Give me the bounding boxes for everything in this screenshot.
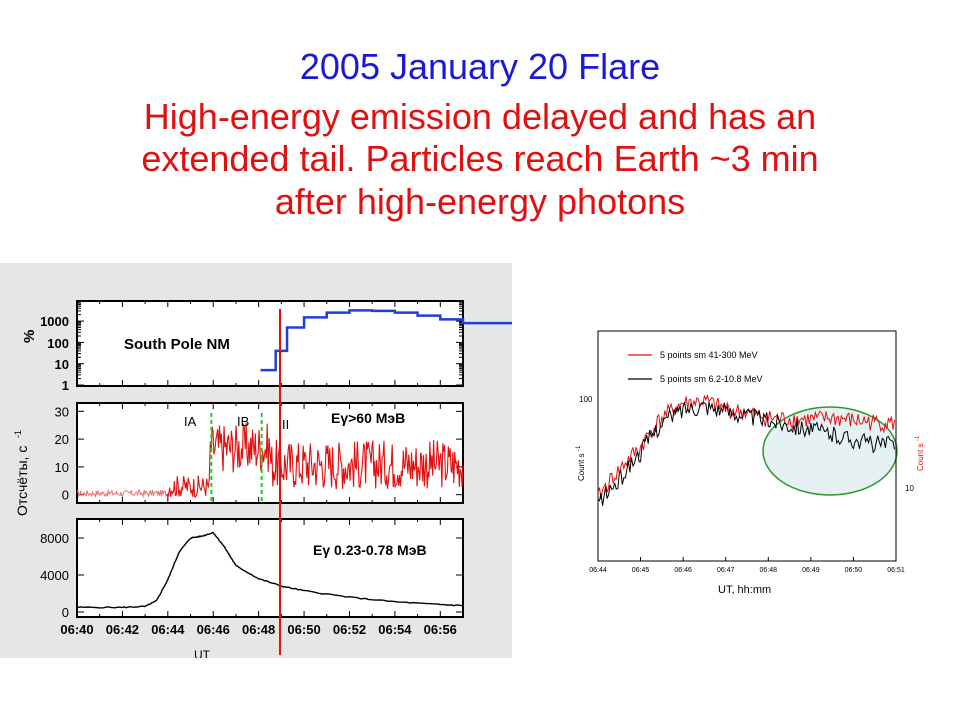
r-x-tick-label: 06:51 <box>887 567 905 574</box>
r-y-label-left: Count s -1 <box>576 445 586 481</box>
nm-y-ticks: 1 10 100 1000 <box>40 301 463 393</box>
gh-y-tick-label: 10 <box>55 460 69 475</box>
r-x-tick-label: 06:44 <box>589 567 607 574</box>
gh-series-line-pre <box>76 489 168 499</box>
r-x-tick-label: 06:45 <box>632 567 650 574</box>
gl-x-tick-label: 06:48 <box>242 622 275 637</box>
r-x-tick-label: 06:49 <box>802 567 820 574</box>
gh-y-ticks: 0 10 20 30 <box>55 404 463 503</box>
gh-series-group <box>76 423 464 499</box>
gl-x-label: UT <box>194 648 211 658</box>
r-x-tick-label: 06:47 <box>717 567 735 574</box>
panel-neutron-frame <box>76 300 464 387</box>
phase-label-ii: II <box>282 417 289 432</box>
gh-y-label-text: Отсчёты, с <box>14 446 30 516</box>
gl-x-ticks: 06:40 06:42 06:44 06:46 06:48 06:50 06:52 06:54… <box>60 519 464 637</box>
title-line-1: 2005 January 20 Flare <box>299 46 661 87</box>
gl-x-tick-label: 06:40 <box>60 622 93 637</box>
gl-y-ticks: 0 4000 8000 <box>40 531 463 620</box>
r-y-label-right-sup: -1 <box>915 435 921 441</box>
gh-y-label-sup: -1 <box>13 430 23 438</box>
r-y-label-left-sup: -1 <box>576 445 582 451</box>
r-y-label-right-text: Count s <box>916 443 925 471</box>
gl-y-tick-label: 0 <box>62 605 69 620</box>
r-y-tick-right: 10 <box>905 484 914 493</box>
gl-series-line <box>76 531 464 609</box>
panel-gamma-low: 0 4000 8000 06:40 06:42 06:44 06:46 06:48 06:50… <box>40 518 464 658</box>
nm-y-label: % <box>21 330 38 343</box>
gh-y-label: Отсчёты, с -1 <box>13 430 30 516</box>
gl-x-tick-label: 06:56 <box>424 622 457 637</box>
r-series-line-1 <box>597 401 895 506</box>
r-x-tick-label: 06:50 <box>845 567 863 574</box>
r-x-tick-label: 06:46 <box>674 567 692 574</box>
nm-y-tick-label: 1000 <box>40 314 69 329</box>
r-y-tick-left: 100 <box>579 395 593 404</box>
left-figure: 1 10 100 1000 South Pole NM % 0 10 20 30 Eγ>60… <box>0 263 512 658</box>
gl-y-tick-label: 4000 <box>40 568 69 583</box>
nm-y-tick-label: 10 <box>55 357 69 372</box>
right-plot-frame <box>597 330 897 562</box>
gh-series-line <box>166 423 464 498</box>
gl-y-tick-label: 8000 <box>40 531 69 546</box>
gl-x-tick-label: 06:52 <box>333 622 366 637</box>
panel-gamma-low-frame <box>76 518 464 618</box>
gl-x-tick-label: 06:46 <box>197 622 230 637</box>
title-line-3: extended tail. Particles reach Earth ~3 … <box>141 138 819 179</box>
gl-series-group <box>76 531 464 609</box>
r-y-label-right: Count s -1 <box>915 435 925 471</box>
legend-label-black: 5 points sm 6.2-10.8 MeV <box>660 374 763 384</box>
r-x-ticks: 06:44 06:45 06:46 06:47 06:48 06:49 06:50 06:51 <box>589 557 905 574</box>
legend-label-red: 5 points sm 41-300 MeV <box>660 350 758 360</box>
nm-x-ticks <box>76 301 464 386</box>
phase-label-ib: IB <box>237 414 249 429</box>
gh-y-tick-label: 20 <box>55 432 69 447</box>
gl-x-tick-label: 06:54 <box>378 622 412 637</box>
nm-y-tick-label: 100 <box>47 336 69 351</box>
nm-series-line <box>260 309 512 372</box>
nm-series-group <box>260 309 512 372</box>
panel-neutron-monitor: 1 10 100 1000 South Pole NM % <box>21 300 512 393</box>
nm-annotation: South Pole NM <box>124 336 230 353</box>
gh-y-tick-label: 30 <box>55 404 69 419</box>
r-series-group <box>597 394 895 506</box>
title-line-2: High-energy emission delayed and has an <box>143 96 817 137</box>
gh-annotation: Eγ>60 МэВ <box>331 410 405 426</box>
gh-phase-markers <box>210 413 263 503</box>
right-figure: 06:44 06:45 06:46 06:47 06:48 06:49 06:50 06:51… <box>566 323 926 603</box>
gl-x-tick-label: 06:42 <box>106 622 139 637</box>
r-x-label: UT, hh:mm <box>718 584 771 596</box>
panel-gamma-high: 0 10 20 30 Eγ>60 МэВ IA IB II Отсчёты, с -1 <box>13 402 464 516</box>
r-legend: 5 points sm 41-300 MeV 5 points sm 6.2-1… <box>628 350 763 384</box>
gh-y-tick-label: 0 <box>62 488 69 503</box>
r-series-line-0 <box>597 394 895 500</box>
phase-label-ia: IA <box>184 414 197 429</box>
r-x-tick-label: 06:48 <box>760 567 778 574</box>
nm-y-tick-label: 1 <box>62 378 69 393</box>
gl-x-tick-label: 06:44 <box>151 622 185 637</box>
r-y-label-left-text: Count s <box>577 453 586 481</box>
gl-x-tick-label: 06:50 <box>287 622 320 637</box>
gl-annotation: Eγ 0.23-0.78 МэВ <box>313 542 427 558</box>
title-line-4: after high-energy photons <box>274 181 686 222</box>
gh-x-ticks <box>76 403 464 503</box>
